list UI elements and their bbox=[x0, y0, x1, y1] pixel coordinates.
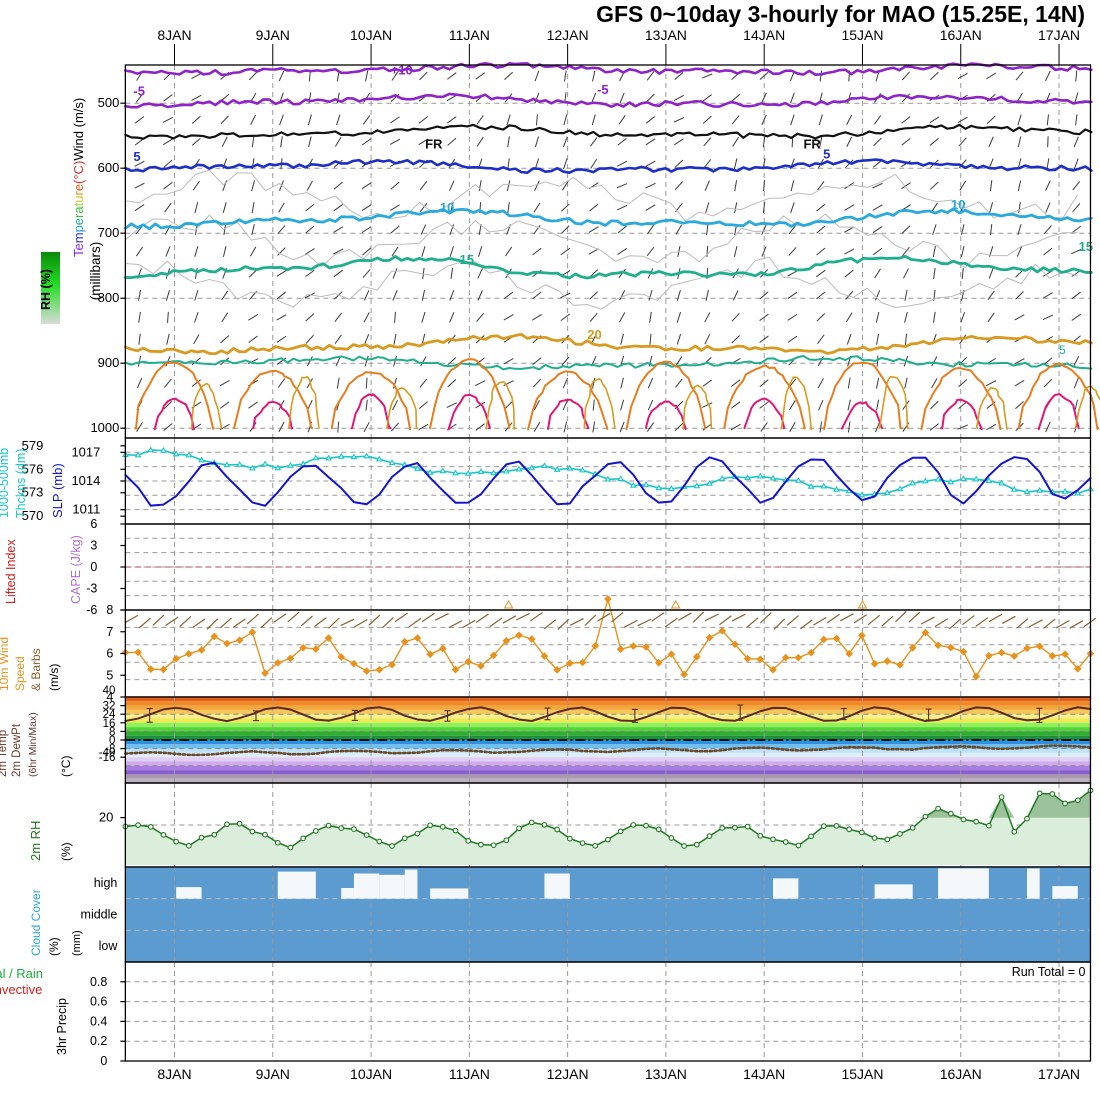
svg-text:12JAN: 12JAN bbox=[547, 1066, 589, 1082]
svg-text:16JAN: 16JAN bbox=[940, 1066, 982, 1082]
svg-text:(°C): (°C) bbox=[59, 756, 73, 777]
svg-text:(6hr Min/Max): (6hr Min/Max) bbox=[27, 712, 39, 777]
svg-text:1000-500mb: 1000-500mb bbox=[0, 448, 11, 518]
svg-text:middle: middle bbox=[81, 908, 118, 922]
svg-text:11JAN: 11JAN bbox=[449, 27, 490, 43]
svg-text:9JAN: 9JAN bbox=[256, 1066, 290, 1082]
svg-text:CAPE (J/kg): CAPE (J/kg) bbox=[69, 535, 83, 604]
svg-text:Temperature(°C)Wind (m/s): Temperature(°C)Wind (m/s) bbox=[71, 98, 86, 257]
svg-text:Thckns (dm): Thckns (dm) bbox=[14, 449, 28, 518]
svg-text:8JAN: 8JAN bbox=[157, 27, 191, 43]
svg-text:GFS 0~10day 3-hourly for MAO (: GFS 0~10day 3-hourly for MAO (15.25E, 14… bbox=[596, 1, 1085, 27]
svg-text:1017: 1017 bbox=[71, 444, 100, 459]
svg-text:20: 20 bbox=[587, 327, 601, 342]
svg-text:10m Wind: 10m Wind bbox=[0, 637, 11, 691]
svg-text:-40: -40 bbox=[99, 747, 116, 759]
svg-text:11JAN: 11JAN bbox=[449, 1066, 490, 1082]
svg-text:0: 0 bbox=[100, 1054, 107, 1068]
svg-text:17JAN: 17JAN bbox=[1038, 27, 1080, 43]
svg-text:3hr Precip: 3hr Precip bbox=[55, 998, 69, 1055]
svg-text:0.8: 0.8 bbox=[90, 975, 107, 989]
svg-text:-3: -3 bbox=[86, 582, 97, 596]
svg-text:RH (%): RH (%) bbox=[39, 269, 53, 310]
svg-text:(mm): (mm) bbox=[71, 930, 83, 956]
svg-text:& Barbs: & Barbs bbox=[29, 648, 43, 691]
svg-text:9JAN: 9JAN bbox=[256, 27, 290, 43]
svg-text:5: 5 bbox=[1059, 343, 1066, 357]
svg-text:14JAN: 14JAN bbox=[743, 1066, 785, 1082]
svg-text:20: 20 bbox=[99, 810, 113, 825]
svg-text:0: 0 bbox=[90, 560, 97, 574]
svg-text:500: 500 bbox=[98, 95, 120, 110]
svg-text:0.2: 0.2 bbox=[90, 1034, 107, 1048]
svg-text:0.6: 0.6 bbox=[90, 995, 107, 1009]
svg-text:FR: FR bbox=[425, 136, 443, 151]
svg-text:1014: 1014 bbox=[71, 473, 100, 488]
svg-text:Total / Rain: Total / Rain bbox=[0, 966, 43, 981]
svg-text:2m Temp: 2m Temp bbox=[0, 730, 9, 777]
svg-text:3: 3 bbox=[90, 539, 97, 553]
svg-text:-5: -5 bbox=[597, 82, 609, 97]
svg-text:Lifted Index: Lifted Index bbox=[4, 539, 18, 604]
svg-text:Speed: Speed bbox=[13, 656, 27, 691]
svg-text:40: 40 bbox=[103, 685, 116, 697]
svg-text:13JAN: 13JAN bbox=[645, 1066, 687, 1082]
svg-text:700: 700 bbox=[98, 225, 120, 240]
svg-text:1000: 1000 bbox=[90, 420, 119, 435]
svg-text:15JAN: 15JAN bbox=[841, 1066, 883, 1082]
svg-text:(%): (%) bbox=[59, 842, 73, 861]
svg-text:900: 900 bbox=[98, 355, 120, 370]
svg-text:13JAN: 13JAN bbox=[645, 27, 687, 43]
svg-text:10: 10 bbox=[951, 197, 965, 212]
svg-text:(m/s): (m/s) bbox=[47, 664, 61, 691]
svg-text:5: 5 bbox=[823, 146, 830, 161]
svg-text:0.4: 0.4 bbox=[90, 1014, 107, 1028]
svg-text:Convective: Convective bbox=[0, 982, 42, 997]
svg-text:10JAN: 10JAN bbox=[350, 1066, 392, 1082]
svg-text:15: 15 bbox=[460, 252, 474, 267]
svg-text:600: 600 bbox=[98, 160, 120, 175]
svg-text:SLP (mb): SLP (mb) bbox=[50, 463, 65, 518]
svg-text:8: 8 bbox=[106, 603, 113, 617]
svg-text:1011: 1011 bbox=[72, 502, 100, 517]
svg-text:5: 5 bbox=[106, 668, 113, 682]
svg-text:16JAN: 16JAN bbox=[940, 27, 982, 43]
svg-text:(millibars): (millibars) bbox=[88, 242, 103, 301]
svg-text:6: 6 bbox=[106, 647, 113, 661]
svg-text:5: 5 bbox=[133, 149, 140, 164]
svg-text:17JAN: 17JAN bbox=[1038, 1066, 1080, 1082]
svg-text:14JAN: 14JAN bbox=[743, 27, 785, 43]
svg-text:2m DewPt: 2m DewPt bbox=[11, 723, 23, 777]
svg-text:low: low bbox=[99, 939, 119, 953]
svg-text:Run Total = 0: Run Total = 0 bbox=[1012, 965, 1086, 979]
svg-text:10JAN: 10JAN bbox=[350, 27, 392, 43]
svg-text:10: 10 bbox=[440, 200, 454, 215]
svg-text:(%): (%) bbox=[47, 937, 61, 956]
svg-text:-6: -6 bbox=[86, 603, 97, 617]
svg-text:high: high bbox=[94, 876, 118, 890]
svg-text:7: 7 bbox=[106, 625, 113, 639]
svg-text:6: 6 bbox=[90, 517, 97, 531]
svg-text:-5: -5 bbox=[133, 83, 145, 98]
svg-text:12JAN: 12JAN bbox=[547, 27, 589, 43]
svg-text:8JAN: 8JAN bbox=[157, 1066, 191, 1082]
svg-text:FR: FR bbox=[803, 136, 821, 151]
svg-text:Cloud Cover: Cloud Cover bbox=[29, 889, 43, 956]
svg-text:2m RH: 2m RH bbox=[28, 821, 43, 861]
svg-text:15JAN: 15JAN bbox=[841, 27, 883, 43]
